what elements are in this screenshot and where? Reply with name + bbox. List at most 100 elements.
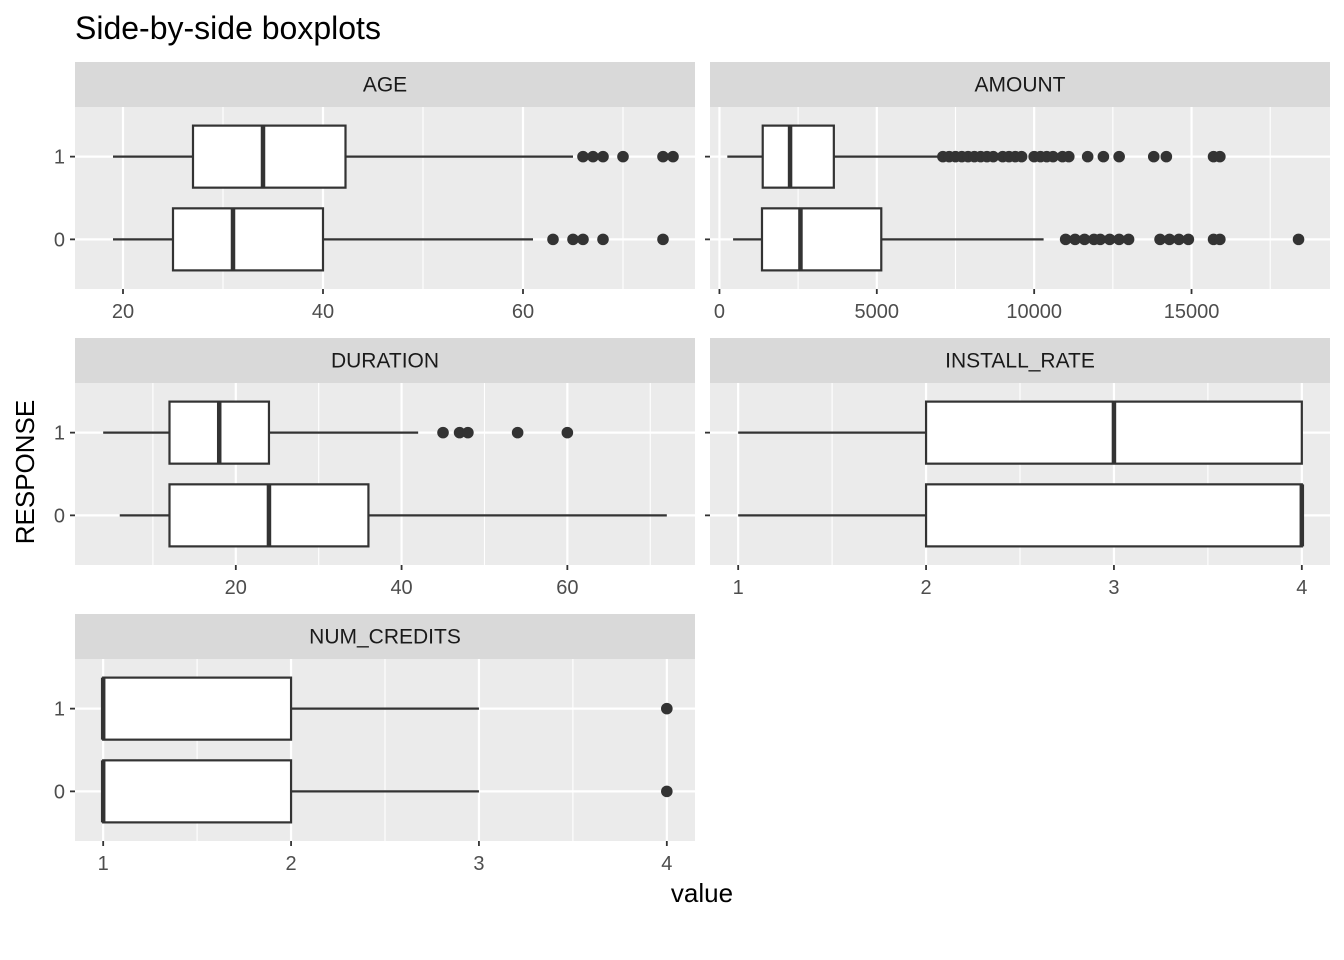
box-iqr — [102, 759, 293, 824]
chart-title: Side-by-side boxplots — [75, 10, 381, 46]
x-tick-label: 10000 — [1006, 301, 1062, 323]
x-tick-label: 2 — [285, 853, 296, 875]
outlier-point — [1103, 233, 1116, 246]
box-iqr — [171, 207, 325, 272]
y-axis-title: RESPONSE — [10, 400, 40, 545]
strip-label-num-credits: NUM_CREDITS — [309, 626, 461, 649]
outlier-point — [661, 702, 673, 715]
box-iqr — [191, 124, 347, 189]
outlier-point — [587, 150, 599, 163]
x-tick-label: 3 — [473, 853, 484, 875]
outlier-point — [1047, 150, 1059, 163]
box-age-0 — [113, 207, 669, 272]
strip-amount — [710, 62, 1330, 107]
strip-duration — [75, 338, 695, 383]
panel-duration — [75, 383, 695, 565]
box-iqr — [761, 124, 835, 189]
outlier-point — [987, 150, 1000, 163]
x-tick-label: 1 — [733, 577, 744, 599]
x-tick-label: 1 — [98, 853, 109, 875]
outlier-point — [657, 233, 669, 246]
outlier-point — [1113, 150, 1125, 163]
outlier-point — [1069, 233, 1081, 246]
box-duration-0 — [119, 483, 667, 548]
x-tick-label: 0 — [714, 301, 725, 323]
x-tick-label: 20 — [112, 301, 134, 323]
box-duration-1 — [103, 400, 574, 465]
x-tick-label: 4 — [1296, 577, 1307, 599]
outlier-point — [561, 426, 574, 439]
box-install-rate-1 — [738, 400, 1303, 465]
x-tick-label: 4 — [661, 853, 672, 875]
outlier-point — [1094, 233, 1107, 246]
box-iqr — [102, 676, 293, 741]
x-tick-label: 40 — [312, 301, 334, 323]
facet-num-credits: NUM_CREDITS 0 1 1 2 3 4 — [54, 614, 695, 875]
facet-amount: AMOUNT 0 5000 10000 15000 — [705, 62, 1330, 323]
outlier-point — [1160, 150, 1173, 163]
outlier-point — [1173, 233, 1185, 246]
outlier-point — [1078, 233, 1091, 246]
strip-label-install-rate: INSTALL_RATE — [945, 350, 1095, 373]
outlier-point — [1163, 233, 1176, 246]
facet-duration: DURATION 0 1 20 40 60 — [54, 338, 695, 599]
x-tick-label: 5000 — [855, 301, 900, 323]
strip-label-amount: AMOUNT — [975, 74, 1066, 97]
x-tick-label: 20 — [225, 577, 247, 599]
outlier-point — [1292, 233, 1305, 246]
outlier-point — [577, 233, 589, 246]
x-axis-title: value — [671, 878, 733, 908]
x-tick-label: 15000 — [1164, 301, 1220, 323]
y-tick-label: 1 — [54, 423, 65, 445]
outlier-point — [1214, 150, 1226, 163]
outlier-point — [597, 233, 609, 246]
box-install-rate-0 — [738, 483, 1305, 548]
strip-age — [75, 62, 695, 107]
outlier-point — [547, 233, 559, 246]
outlier-point — [661, 785, 673, 798]
box-age-1 — [113, 124, 679, 189]
y-tick-label: 0 — [54, 781, 65, 803]
box-num-credits-0 — [100, 759, 673, 824]
outlier-point — [567, 233, 579, 246]
outlier-point — [1214, 233, 1226, 246]
outlier-point — [511, 426, 524, 439]
strip-install-rate — [710, 338, 1330, 383]
strip-label-age: AGE — [363, 74, 407, 97]
outlier-point — [577, 150, 589, 163]
box-num-credits-1 — [100, 676, 673, 741]
outlier-point — [657, 150, 669, 163]
x-tick-label: 3 — [1108, 577, 1119, 599]
facet-install-rate: INSTALL_RATE 1 2 3 4 — [705, 338, 1330, 599]
y-tick-label: 1 — [54, 699, 65, 721]
y-tick-label: 0 — [54, 505, 65, 527]
outlier-point — [1081, 150, 1094, 163]
facet-age: AGE 0 1 20 40 60 — [54, 62, 695, 323]
outlier-point — [1059, 233, 1072, 246]
outlier-point — [453, 426, 466, 439]
outlier-point — [437, 426, 449, 439]
y-tick-label: 1 — [54, 147, 65, 169]
y-tick-label: 0 — [54, 229, 65, 251]
outlier-point — [1122, 233, 1135, 246]
x-tick-label: 2 — [920, 577, 931, 599]
outlier-point — [1182, 233, 1195, 246]
box-iqr — [760, 207, 883, 272]
x-tick-label: 60 — [512, 301, 534, 323]
outlier-point — [1097, 150, 1110, 163]
outlier-point — [667, 150, 679, 163]
box-amount-0 — [733, 207, 1305, 272]
outlier-point — [1154, 233, 1166, 246]
outlier-point — [597, 150, 609, 163]
strip-label-duration: DURATION — [331, 350, 439, 373]
strip-num-credits — [75, 614, 695, 659]
outlier-point — [462, 426, 474, 439]
panel-age — [75, 107, 695, 289]
box-amount-1 — [727, 124, 1226, 189]
outlier-point — [1113, 233, 1125, 246]
outlier-point — [617, 150, 629, 163]
box-iqr — [924, 483, 1303, 548]
outlier-point — [1062, 150, 1075, 163]
